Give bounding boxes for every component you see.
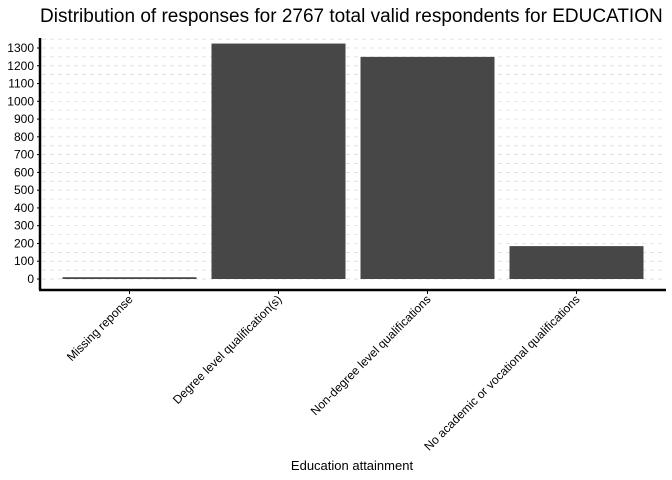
x-tick-label: Missing reponse <box>64 292 136 364</box>
bar-1 <box>62 277 197 279</box>
bar-3 <box>360 56 495 280</box>
bar-4 <box>509 246 644 279</box>
y-tick-label: 800 <box>14 130 34 144</box>
y-tick-label: 300 <box>14 219 34 233</box>
bar-2 <box>211 43 346 279</box>
x-tick-label: Non-degree level qualifications <box>308 292 434 418</box>
y-tick-label: 100 <box>14 254 34 268</box>
x-tick-label: Degree level qualification(s) <box>170 292 285 407</box>
x-axis-title: Education attainment <box>291 458 414 473</box>
grid-lines <box>42 38 664 280</box>
chart-title: Distribution of responses for 2767 total… <box>40 6 663 27</box>
y-tick-label: 1200 <box>7 59 34 73</box>
y-tick-label: 1000 <box>7 94 34 108</box>
y-tick-label: 700 <box>14 148 34 162</box>
y-tick-label: 200 <box>14 236 34 250</box>
x-tick-label: No academic or vocational qualifications <box>421 292 582 453</box>
y-tick-label: 400 <box>14 201 34 215</box>
y-tick-label: 0 <box>27 272 34 286</box>
y-axis: 0 100 200 300 400 500 600 700 800 900 1000 1100 1200… <box>7 38 42 290</box>
x-axis: Missing reponse Degree level qualificatio… <box>39 288 666 454</box>
bars <box>62 43 644 280</box>
y-tick-label: 900 <box>14 112 34 126</box>
y-tick-label: 1300 <box>7 41 34 55</box>
y-tick-label: 600 <box>14 165 34 179</box>
y-tick-label: 1100 <box>8 77 34 91</box>
y-tick-label: 500 <box>14 183 34 197</box>
